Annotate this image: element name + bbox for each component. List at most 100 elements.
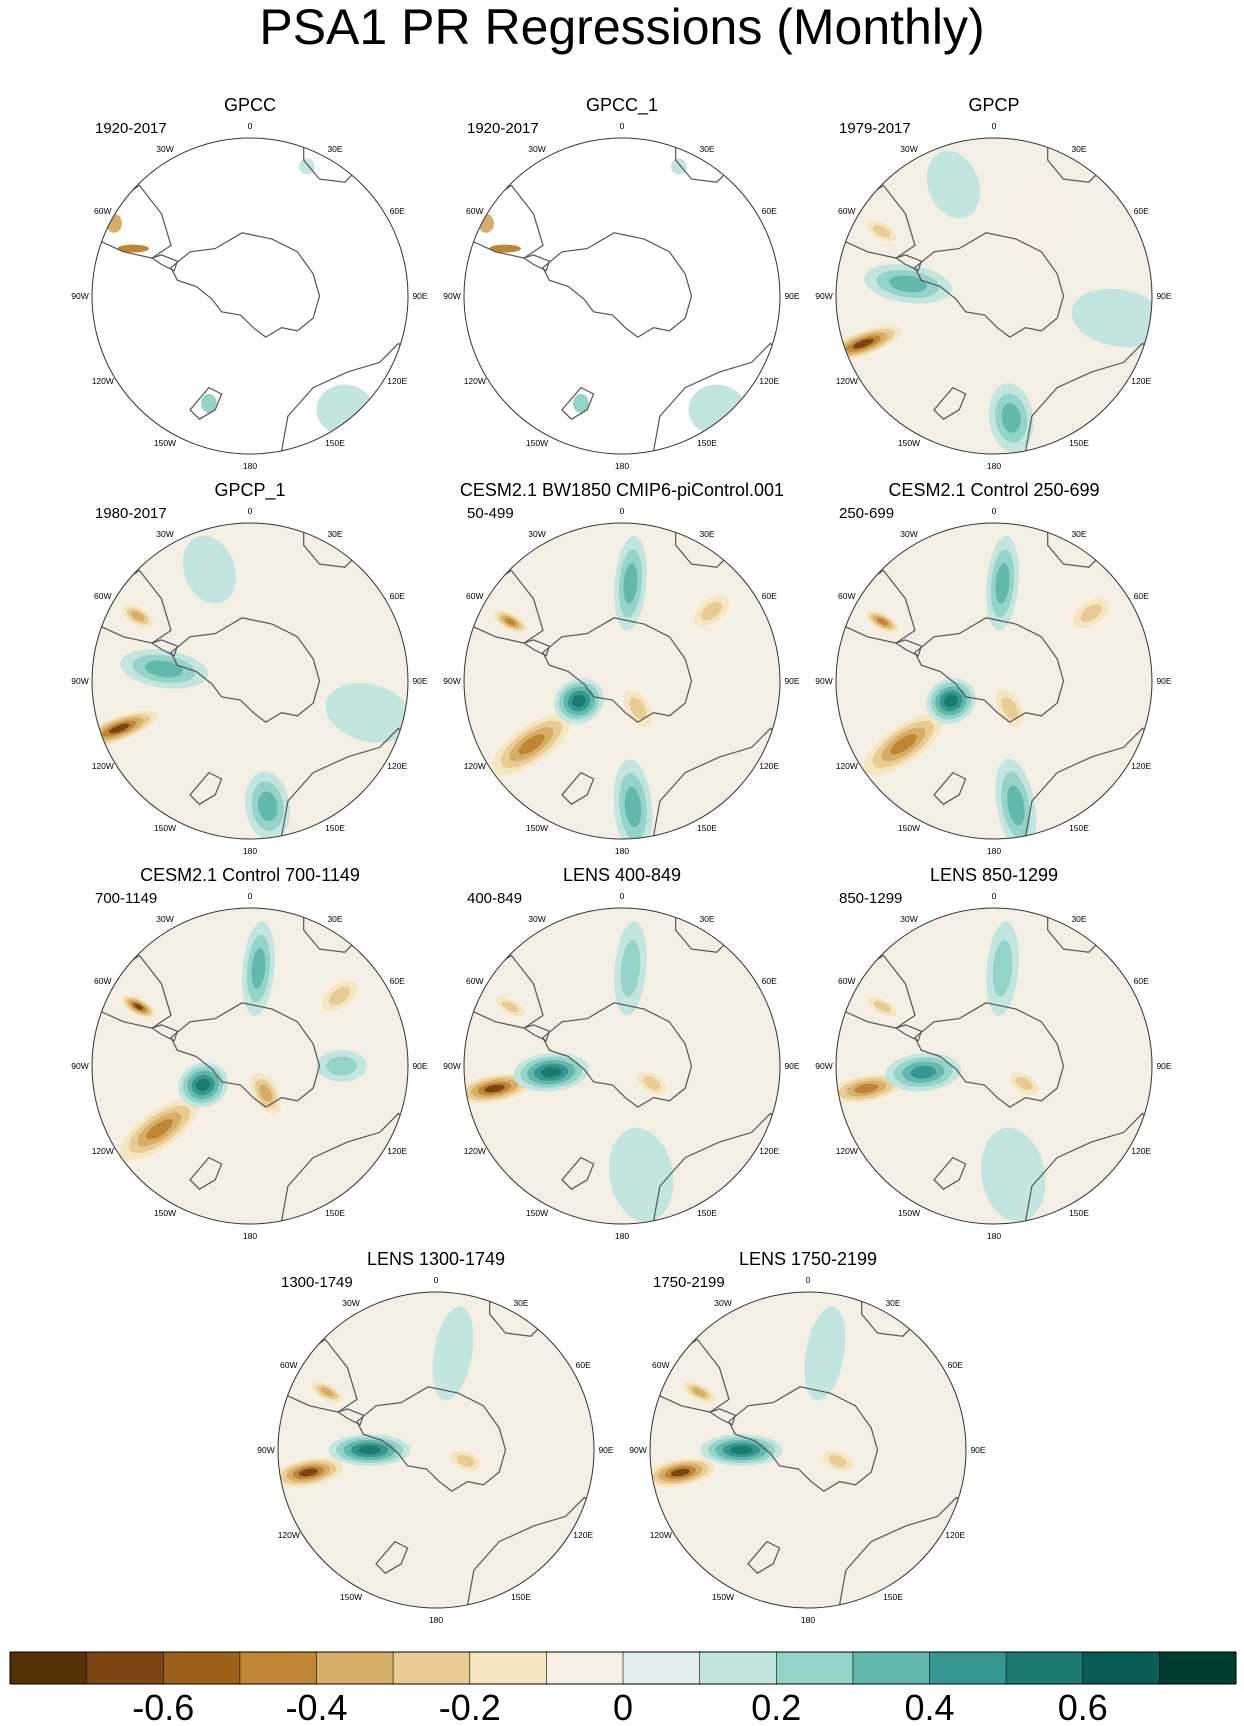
longitude-label: 30E bbox=[327, 144, 342, 154]
longitude-label: 30W bbox=[342, 1298, 359, 1308]
new-zealand-outline bbox=[561, 771, 595, 805]
contour-level bbox=[624, 786, 642, 828]
antarctica-outline bbox=[542, 617, 693, 723]
longitude-label: 120W bbox=[464, 376, 486, 386]
contour-level bbox=[876, 618, 888, 626]
colorbar-swatch bbox=[1006, 1652, 1083, 1684]
land-anomaly bbox=[316, 384, 374, 436]
longitude-label: 90W bbox=[815, 676, 832, 686]
contour-level bbox=[145, 660, 183, 678]
contour-level bbox=[456, 1454, 475, 1467]
longitude-label: 120W bbox=[836, 1146, 858, 1156]
regression-field bbox=[464, 138, 780, 454]
longitude-label: 120W bbox=[92, 376, 114, 386]
contour-level bbox=[873, 224, 891, 238]
period-label: 1979-2017 bbox=[839, 120, 911, 137]
longitude-label: 0 bbox=[248, 891, 253, 901]
longitude-label: 180 bbox=[243, 1231, 257, 1241]
field-background bbox=[464, 908, 780, 1224]
map-frame bbox=[463, 522, 781, 840]
map-frame bbox=[91, 907, 409, 1225]
regression-field bbox=[836, 908, 1152, 1224]
longitude-label: 90E bbox=[1156, 1061, 1171, 1071]
contour-level bbox=[501, 1000, 520, 1013]
map-frame bbox=[649, 1291, 967, 1609]
contour-level bbox=[1001, 403, 1021, 433]
longitude-label: 60E bbox=[762, 976, 777, 986]
field-background bbox=[92, 138, 408, 454]
antarctica-outline bbox=[170, 232, 321, 338]
antarctica-outline bbox=[914, 232, 1065, 338]
colorbar-swatch bbox=[469, 1652, 547, 1684]
contour-level bbox=[259, 1084, 273, 1103]
antarctic-peninsula-outline bbox=[894, 254, 923, 272]
antarctica-outline bbox=[356, 1386, 507, 1492]
longitude-label: 150E bbox=[1069, 1208, 1089, 1218]
longitude-label: 0 bbox=[992, 121, 997, 131]
longitude-label: 120W bbox=[836, 376, 858, 386]
longitude-label: 150E bbox=[883, 1592, 903, 1602]
contour-level bbox=[358, 1445, 381, 1455]
longitude-label: 150W bbox=[712, 1592, 734, 1602]
colorbar-swatch bbox=[1082, 1652, 1160, 1684]
longitude-label: 120E bbox=[1131, 1146, 1151, 1156]
contour-level bbox=[828, 1454, 847, 1467]
colorbar-swatch bbox=[239, 1652, 317, 1684]
panel-title: CESM2.1 Control 250-699 bbox=[888, 480, 1099, 500]
longitude-label: 30W bbox=[900, 529, 917, 539]
longitude-label: 0 bbox=[248, 121, 253, 131]
map-panel: 0 30E 60E 90E 120E 150E 180 150W 120W 90W 60W 30W CE… bbox=[443, 480, 800, 856]
longitude-label: 90E bbox=[598, 1445, 613, 1455]
regression-field bbox=[650, 1292, 966, 1608]
panel-title: CESM2.1 BW1850 CMIP6-piControl.001 bbox=[460, 480, 784, 500]
contour-level bbox=[146, 1119, 173, 1140]
land-anomaly bbox=[670, 158, 687, 175]
longitude-label: 60E bbox=[390, 976, 405, 986]
contour-level bbox=[326, 1056, 357, 1076]
longitude-label: 30E bbox=[699, 914, 714, 924]
map-frame bbox=[835, 522, 1153, 840]
longitude-label: 90E bbox=[784, 291, 799, 301]
longitude-label: 120E bbox=[387, 761, 407, 771]
contour-level bbox=[133, 1003, 144, 1010]
contour-level bbox=[804, 1306, 846, 1401]
contour-level bbox=[325, 683, 408, 743]
longitude-label: 60E bbox=[390, 206, 405, 216]
antarctica-outline bbox=[728, 1386, 879, 1492]
colorbar-tick-label: 0.6 bbox=[1058, 1687, 1108, 1726]
land-anomaly bbox=[573, 393, 589, 413]
longitude-label: 180 bbox=[987, 1231, 1001, 1241]
longitude-label: 150W bbox=[154, 1208, 176, 1218]
longitude-label: 150E bbox=[325, 823, 345, 833]
land-anomaly bbox=[106, 213, 123, 233]
longitude-label: 60E bbox=[762, 591, 777, 601]
period-label: 1750-2199 bbox=[653, 1274, 725, 1291]
antarctic-peninsula-outline bbox=[336, 1408, 365, 1426]
longitude-label: 90E bbox=[1156, 676, 1171, 686]
longitude-label: 60W bbox=[652, 1360, 669, 1370]
land-anomaly bbox=[489, 244, 521, 253]
longitude-label: 90W bbox=[257, 1445, 274, 1455]
contour-level bbox=[926, 150, 981, 219]
longitude-label: 60W bbox=[280, 1360, 297, 1370]
regression-field bbox=[278, 1292, 594, 1608]
map-frame bbox=[463, 137, 781, 455]
contour-level bbox=[995, 563, 1010, 604]
longitude-label: 30W bbox=[528, 144, 545, 154]
colorbar-tick-label: 0.2 bbox=[751, 1687, 801, 1726]
colorbar: -0.6 -0.4 -0.2 0 0.2 0.4 0.6 bbox=[9, 1651, 1237, 1726]
contour-level bbox=[1071, 288, 1152, 348]
longitude-label: 120W bbox=[92, 1146, 114, 1156]
longitude-label: 180 bbox=[429, 1615, 443, 1625]
period-label: 50-499 bbox=[467, 505, 514, 522]
longitude-label: 120W bbox=[464, 1146, 486, 1156]
longitude-label: 180 bbox=[801, 1615, 815, 1625]
contour-level bbox=[620, 940, 641, 997]
colorbar-swatch bbox=[163, 1652, 240, 1684]
colorbar-swatch bbox=[623, 1652, 700, 1684]
longitude-label: 120E bbox=[759, 761, 779, 771]
antarctic-peninsula-outline bbox=[894, 1024, 923, 1042]
longitude-label: 150W bbox=[340, 1592, 362, 1602]
contour-level bbox=[854, 1083, 879, 1094]
longitude-label: 120E bbox=[1131, 376, 1151, 386]
